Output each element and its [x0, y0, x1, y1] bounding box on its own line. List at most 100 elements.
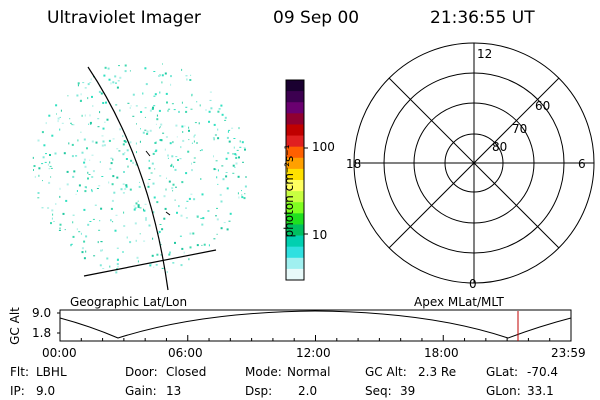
ip-label: IP:	[10, 384, 25, 398]
speckle-dot	[112, 175, 115, 178]
speckle-dot	[115, 104, 118, 106]
speckle-dot	[193, 140, 195, 143]
speckle-dot	[63, 152, 66, 155]
speckle-dot	[186, 78, 188, 81]
speckle-dot	[209, 91, 212, 93]
speckle-dot	[72, 175, 75, 178]
speckle-dot	[146, 130, 149, 133]
speckle-dot	[138, 185, 141, 188]
speckle-dot	[99, 264, 102, 267]
speckle-dot	[243, 147, 246, 149]
speckle-dot	[172, 262, 175, 264]
speckle-dot	[135, 202, 138, 205]
speckle-dot	[102, 127, 105, 130]
speckle-dot	[153, 196, 156, 199]
speckle-dot	[159, 224, 162, 225]
speckle-dot	[122, 153, 125, 156]
speckle-dot	[108, 78, 111, 81]
speckle-dot	[229, 212, 232, 215]
speckle-dot	[148, 179, 151, 180]
speckle-dot	[185, 106, 188, 108]
speckle-dot	[102, 102, 105, 104]
geographic-caption: Geographic Lat/Lon	[70, 295, 188, 309]
speckle-dot	[50, 167, 53, 169]
speckle-dot	[188, 126, 190, 129]
speckle-dot	[51, 209, 54, 212]
speckle-dot	[70, 243, 73, 245]
speckle-dot	[109, 167, 112, 170]
speckle-dot	[176, 136, 178, 138]
speckle-dot	[71, 124, 74, 126]
coastline-mark	[145, 150, 151, 157]
speckle-dot	[164, 207, 167, 210]
colorbar-band	[286, 268, 304, 281]
speckle-dot	[94, 204, 97, 206]
speckle-dot	[170, 83, 172, 86]
speckle-dot	[189, 79, 192, 81]
apex-caption: Apex MLat/MLT	[414, 295, 504, 309]
mode-value: Normal	[287, 365, 331, 379]
speckle-dot	[165, 136, 168, 138]
speckle-dot	[155, 123, 157, 125]
speckle-dot	[97, 118, 100, 120]
speckle-dot	[181, 247, 184, 250]
speckle-dot	[129, 141, 132, 144]
speckle-dot	[220, 104, 223, 107]
dsp-value: 2.0	[298, 384, 318, 398]
speckle-dot	[143, 209, 146, 212]
colorbar-band	[286, 224, 304, 237]
colorbar-band	[286, 124, 304, 137]
speckle-dot	[222, 178, 225, 181]
speckle-dot	[134, 207, 137, 209]
latitude-line	[83, 249, 217, 277]
speckle-dot	[188, 258, 190, 261]
seq-label: Seq:	[365, 384, 392, 398]
speckle-dot	[217, 137, 220, 140]
speckle-dot	[133, 208, 136, 211]
speckle-dot	[149, 109, 152, 112]
speckle-dot	[194, 122, 197, 124]
speckle-dot	[161, 81, 163, 84]
speckle-dot	[83, 138, 86, 141]
speckle-dot	[95, 141, 98, 144]
speckle-dot	[153, 95, 156, 97]
speckle-dot	[57, 120, 59, 123]
speckle-dot	[188, 129, 190, 132]
speckle-dot	[139, 140, 141, 143]
speckle-dot	[145, 83, 148, 86]
speckle-dot	[144, 116, 146, 118]
speckle-dot	[151, 162, 154, 165]
speckle-dot	[244, 148, 246, 151]
speckle-dot	[91, 190, 93, 193]
speckle-dot	[69, 118, 71, 120]
speckle-dot	[125, 158, 128, 160]
speckle-dot	[196, 244, 199, 247]
speckle-dot	[208, 244, 210, 247]
speckle-dot	[51, 134, 54, 137]
speckle-dot	[196, 215, 199, 218]
speckle-dot	[91, 189, 93, 191]
speckle-dot	[77, 139, 79, 142]
speckle-dot	[65, 199, 68, 202]
speckle-dot	[78, 231, 81, 233]
speckle-dot	[143, 208, 144, 211]
speckle-dot	[119, 109, 121, 112]
speckle-dot	[148, 167, 151, 170]
speckle-dot	[71, 143, 74, 146]
glat-value: -70.4	[527, 365, 559, 379]
speckle-dot	[200, 178, 202, 180]
speckle-dot	[88, 123, 90, 125]
speckle-dot	[34, 175, 36, 178]
speckle-dot	[241, 194, 243, 196]
speckle-dot	[237, 175, 240, 178]
speckle-dot	[140, 128, 141, 130]
speckle-dot	[238, 196, 240, 199]
speckle-dot	[245, 176, 247, 178]
gain-value: 13	[166, 384, 182, 398]
speckle-dot	[164, 148, 166, 151]
speckle-dot	[163, 195, 166, 198]
speckle-dot	[59, 195, 61, 198]
speckle-dot	[111, 199, 114, 202]
speckle-dot	[177, 159, 179, 161]
